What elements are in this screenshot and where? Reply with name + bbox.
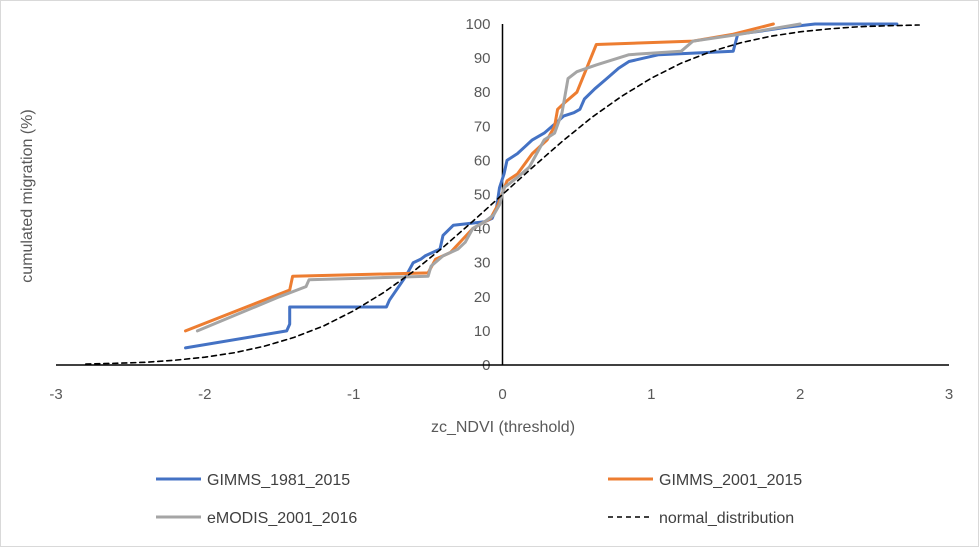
legend: GIMMS_1981_2015 GIMMS_2001_2015 eMODIS_200… bbox=[156, 472, 802, 527]
y-tick-label: 30 bbox=[474, 255, 491, 272]
y-tick-label: 70 bbox=[474, 118, 491, 135]
legend-label: normal_distribution bbox=[659, 510, 794, 527]
legend-label: GIMMS_1981_2015 bbox=[207, 472, 350, 489]
x-tick-label: -3 bbox=[49, 386, 62, 403]
x-tick-label: -1 bbox=[347, 386, 360, 403]
x-tick-label: 3 bbox=[945, 386, 953, 403]
legend-item-eMODIS_2001_2016: eMODIS_2001_2016 bbox=[156, 510, 357, 527]
x-tick-label: -2 bbox=[198, 386, 211, 403]
y-tick-label: 90 bbox=[474, 50, 491, 67]
legend-label: GIMMS_2001_2015 bbox=[659, 472, 802, 489]
y-tick-label: 50 bbox=[474, 187, 491, 204]
legend-item-normal_distribution: normal_distribution bbox=[608, 510, 794, 527]
x-tick-label: 2 bbox=[796, 386, 804, 403]
x-tick-labels: -3 -2 -1 0 1 2 3 bbox=[49, 386, 953, 403]
x-tick-label: 0 bbox=[498, 386, 506, 403]
y-tick-labels: 0102030405060708090100 bbox=[465, 16, 490, 374]
y-axis-title: cumulated migration (%) bbox=[19, 109, 36, 282]
y-tick-label: 100 bbox=[465, 16, 490, 33]
series-line-GIMMS_2001_2015 bbox=[184, 22, 775, 333]
x-axis-title: zc_NDVI (threshold) bbox=[431, 419, 575, 436]
legend-item-GIMMS_1981_2015: GIMMS_1981_2015 bbox=[156, 472, 350, 489]
x-tick-label: 1 bbox=[647, 386, 655, 403]
series-line-eMODIS_2001_2016 bbox=[195, 22, 802, 333]
y-tick-label: 20 bbox=[474, 289, 491, 306]
series-line-GIMMS_1981_2015 bbox=[184, 22, 899, 350]
legend-label: eMODIS_2001_2016 bbox=[207, 510, 357, 527]
y-tick-label: 80 bbox=[474, 84, 491, 101]
y-tick-label: 10 bbox=[474, 323, 491, 340]
legend-item-GIMMS_2001_2015: GIMMS_2001_2015 bbox=[608, 472, 802, 489]
series-line-normal_distribution bbox=[85, 24, 920, 365]
series-lines bbox=[85, 22, 920, 365]
y-tick-label: 60 bbox=[474, 152, 491, 169]
